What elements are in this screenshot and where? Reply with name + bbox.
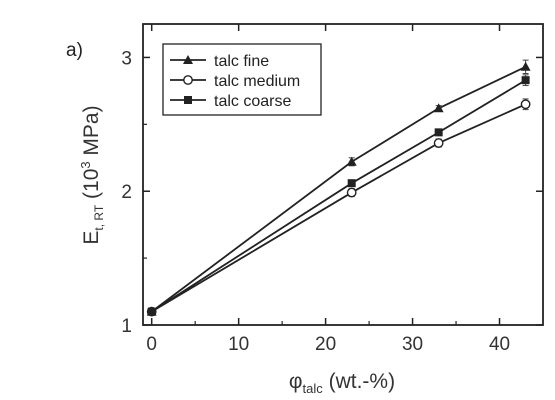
data-point bbox=[346, 156, 357, 166]
series-line bbox=[151, 103, 526, 313]
data-point bbox=[433, 138, 444, 148]
y-axis-title-close: MPa) bbox=[80, 105, 103, 161]
data-point bbox=[147, 307, 156, 316]
data-point bbox=[520, 99, 531, 110]
x-tick-label: 0 bbox=[146, 334, 157, 355]
x-axis-title-unit: (wt.-%) bbox=[323, 370, 395, 393]
series-3 bbox=[147, 74, 530, 316]
y-tick-label: 3 bbox=[121, 48, 132, 69]
data-point bbox=[434, 128, 443, 137]
y-axis-title: Et, RT (103 MPa) bbox=[78, 105, 106, 244]
legend-marker bbox=[183, 55, 193, 64]
series-layer bbox=[146, 59, 531, 317]
legend-marker bbox=[184, 96, 192, 104]
y-axis-title-subscript: t, RT bbox=[92, 204, 106, 230]
y-axis-title-open: (10 bbox=[80, 169, 103, 205]
data-point bbox=[521, 76, 530, 85]
axis-ticks: 0 10 20 30 40 1 2 3 bbox=[121, 24, 543, 355]
x-tick-label: 40 bbox=[489, 334, 510, 355]
series-line bbox=[151, 65, 526, 313]
x-axis-title-subscript: talc bbox=[303, 381, 324, 396]
legend-label: talc fine bbox=[214, 53, 269, 70]
y-tick-label: 1 bbox=[121, 316, 132, 337]
x-tick-label: 10 bbox=[228, 334, 249, 355]
data-point bbox=[346, 187, 357, 198]
y-tick-label: 2 bbox=[121, 182, 132, 203]
legend: talc fine talc medium talc coarse bbox=[162, 43, 322, 116]
panel-label: a) bbox=[66, 40, 83, 61]
y-axis-title-superscript: 3 bbox=[78, 161, 93, 168]
legend-label: talc coarse bbox=[214, 93, 291, 110]
plot-frame bbox=[142, 23, 544, 326]
legend-marker bbox=[183, 75, 193, 85]
y-axis-title-symbol: E bbox=[80, 231, 103, 245]
data-point bbox=[433, 103, 444, 113]
x-tick-label: 20 bbox=[315, 334, 336, 355]
x-axis-title-symbol: φ bbox=[289, 370, 303, 393]
x-tick-label: 30 bbox=[402, 334, 423, 355]
data-point bbox=[520, 61, 531, 71]
series-2 bbox=[146, 98, 531, 317]
x-axis-title: φtalc (wt.-%) bbox=[289, 370, 395, 396]
legend-label: talc medium bbox=[214, 73, 300, 90]
data-point bbox=[347, 179, 356, 188]
series-line bbox=[151, 79, 527, 313]
